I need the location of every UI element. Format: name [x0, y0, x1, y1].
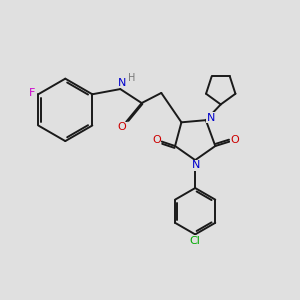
Text: O: O: [117, 122, 126, 132]
Text: H: H: [128, 73, 135, 83]
Text: N: N: [192, 160, 200, 170]
Text: N: N: [207, 113, 215, 123]
Text: N: N: [118, 77, 126, 88]
Text: O: O: [230, 135, 239, 145]
Text: O: O: [152, 135, 161, 145]
Text: Cl: Cl: [190, 236, 201, 246]
Text: F: F: [28, 88, 35, 98]
